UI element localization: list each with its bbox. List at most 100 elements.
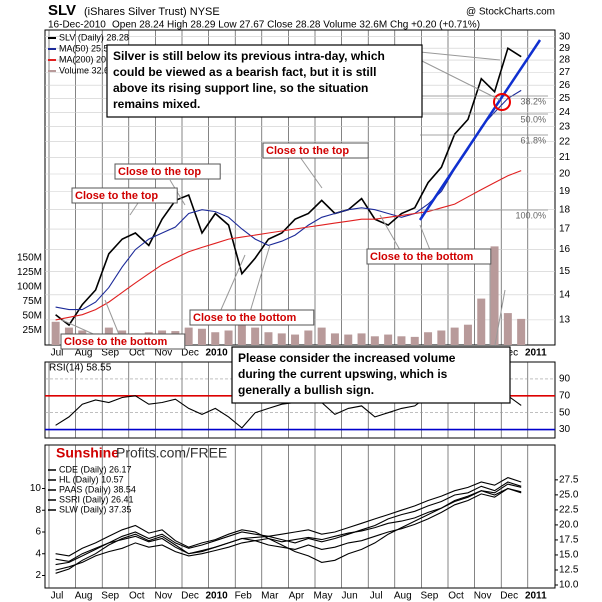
panel bbox=[44, 444, 556, 589]
name: (iShares Silver Trust) NYSE bbox=[84, 6, 220, 18]
y-tick-label: 70 bbox=[559, 390, 571, 401]
volume-bar bbox=[317, 327, 326, 345]
rsi-title: RSI(14) 58.55 bbox=[49, 363, 112, 374]
legend-label: CDE (Daily) 26.17 bbox=[59, 464, 132, 474]
x-tick-label: Sep bbox=[421, 591, 439, 602]
callout-label: Close to the bottom bbox=[193, 312, 296, 324]
label-box bbox=[366, 248, 492, 265]
y-tick-label: 16 bbox=[559, 244, 571, 255]
y-tick-label: 21 bbox=[559, 152, 571, 163]
y-tick-label: 19 bbox=[559, 186, 571, 197]
series-line bbox=[55, 481, 522, 566]
y-tick-label: 15 bbox=[559, 266, 571, 277]
y2-tick-label: 125M bbox=[17, 267, 42, 278]
highlight-circle bbox=[493, 93, 511, 111]
legend-label: SLV (Daily) 28.28 bbox=[59, 32, 129, 42]
y2-tick-label: 10.0 bbox=[559, 580, 579, 591]
x-tick-label: Jul bbox=[51, 591, 64, 602]
volume-bar bbox=[330, 333, 339, 345]
volume-bar bbox=[51, 321, 60, 345]
volume-bar bbox=[304, 330, 313, 345]
annotation-box bbox=[231, 346, 511, 404]
callout-label: Close to the top bbox=[118, 166, 201, 178]
label-box bbox=[114, 163, 221, 180]
y-tick-label: 26 bbox=[559, 80, 571, 91]
annotation-text: Please consider the increased volume bbox=[238, 351, 456, 365]
volume-bar bbox=[424, 332, 433, 345]
source: @ StockCharts.com bbox=[466, 7, 555, 18]
y2-tick-label: 27.5 bbox=[559, 474, 579, 485]
x-tick-label: Nov bbox=[474, 591, 492, 602]
y-tick-label: 22 bbox=[559, 136, 571, 147]
y-tick-label: 2 bbox=[35, 570, 41, 581]
y-tick-label: 4 bbox=[35, 548, 41, 559]
x-tick-label: Aug bbox=[75, 591, 93, 602]
volume-bar bbox=[463, 324, 472, 345]
quote: Open 28.24 High 28.29 Low 27.67 Close 28… bbox=[112, 20, 480, 31]
y-tick-label: 50 bbox=[559, 407, 571, 418]
legend-label: MA(50) 25.54 bbox=[59, 43, 114, 53]
x-tick-label: Jul bbox=[370, 591, 383, 602]
y-tick-label: 8 bbox=[35, 505, 41, 516]
x-tick-label: Sep bbox=[101, 591, 119, 602]
legend-label: SLW (Daily) 37.35 bbox=[59, 504, 131, 514]
fib-label: 38.2% bbox=[520, 96, 546, 106]
date: 16-Dec-2010 bbox=[48, 20, 106, 31]
annotation-text: could be viewed as a bearish fact, but i… bbox=[113, 65, 376, 79]
y-tick-label: 18 bbox=[559, 204, 571, 215]
y-tick-label: 13 bbox=[559, 315, 571, 326]
volume-bar bbox=[264, 332, 273, 345]
x-tick-label: 2011 bbox=[525, 348, 547, 359]
annotation-box bbox=[106, 44, 423, 118]
connector bbox=[419, 59, 501, 101]
x-tick-label: Dec bbox=[500, 591, 518, 602]
y2-tick-label: 50M bbox=[23, 311, 42, 322]
volume-bar bbox=[357, 333, 366, 345]
volume-bar bbox=[503, 313, 512, 345]
volume-bar bbox=[477, 298, 486, 345]
volume-bar bbox=[517, 318, 526, 345]
y-tick-label: 17 bbox=[559, 224, 571, 235]
label-box bbox=[60, 333, 186, 350]
fib-label: 61.8% bbox=[520, 135, 546, 145]
legend-label: Volume 32.6M bbox=[59, 65, 117, 75]
legend-label: HL (Daily) 10.57 bbox=[59, 474, 124, 484]
y-tick-label: 27 bbox=[559, 67, 571, 78]
x-tick-label: 2010 bbox=[205, 348, 228, 359]
volume-bar bbox=[490, 246, 499, 345]
volume-bar bbox=[397, 336, 406, 345]
legend-label: SSRI (Daily) 26.41 bbox=[59, 494, 134, 504]
y-tick-label: 20 bbox=[559, 169, 571, 180]
y2-tick-label: 25.0 bbox=[559, 490, 579, 501]
label-box bbox=[262, 142, 369, 159]
x-tick-label: Oct bbox=[129, 591, 145, 602]
connector bbox=[249, 244, 271, 313]
connector bbox=[419, 224, 431, 251]
y2-tick-label: 17.5 bbox=[559, 535, 579, 546]
brand-red: Sunshine bbox=[56, 445, 119, 461]
x-tick-label: 2011 bbox=[525, 591, 547, 602]
y-tick-label: 29 bbox=[559, 43, 571, 54]
volume-bar bbox=[291, 334, 300, 345]
volume-bar bbox=[251, 327, 260, 345]
x-tick-label: May bbox=[314, 591, 333, 602]
x-tick-label: Jul bbox=[51, 348, 64, 359]
x-tick-label: Mar bbox=[261, 591, 279, 602]
y2-tick-label: 100M bbox=[17, 282, 42, 293]
volume-bar bbox=[450, 327, 459, 345]
x-tick-label: Jun bbox=[342, 591, 358, 602]
connector bbox=[104, 299, 121, 338]
y-tick-label: 23 bbox=[559, 121, 571, 132]
callout-label: Close to the top bbox=[266, 145, 349, 157]
callout-label: Close to the top bbox=[75, 190, 158, 202]
series-line bbox=[55, 487, 522, 563]
x-tick-label: Dec bbox=[181, 591, 199, 602]
series-line bbox=[55, 89, 522, 311]
callout-label: Close to the bottom bbox=[64, 336, 167, 348]
annotation-text: during the current upswing, which is bbox=[238, 367, 448, 381]
series-line bbox=[55, 477, 522, 574]
connector bbox=[299, 156, 323, 189]
y-tick-label: 28 bbox=[559, 55, 571, 66]
x-tick-label: Aug bbox=[75, 348, 93, 359]
